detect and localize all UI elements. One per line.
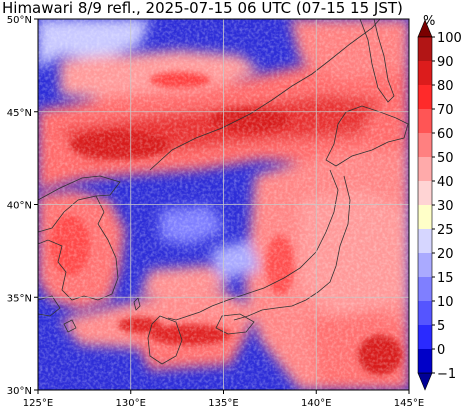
y-tick-label: 45°N bbox=[7, 108, 32, 119]
y-tick-label: 40°N bbox=[7, 201, 32, 212]
colorbar-tick-label: 50 bbox=[437, 151, 454, 166]
colorbar-segment bbox=[418, 61, 432, 85]
colorbar-segment bbox=[418, 157, 432, 181]
map-title: Himawari 8/9 refl., 2025-07-15 06 UTC (0… bbox=[2, 0, 403, 17]
colorbar-tick-label: 90 bbox=[437, 55, 454, 70]
colorbar-segment bbox=[418, 181, 432, 205]
colorbar-segment bbox=[418, 109, 432, 133]
x-tick-label: 140°E bbox=[301, 398, 331, 409]
y-tick-label: 30°N bbox=[7, 386, 32, 397]
coastlines bbox=[38, 19, 409, 365]
x-axis: 125°E 130°E 135°E 140°E 145°E bbox=[23, 390, 424, 409]
colorbar-tick-label: −1 bbox=[437, 367, 456, 382]
colorbar-segment bbox=[418, 229, 432, 253]
x-tick-label: 130°E bbox=[116, 398, 146, 409]
x-tick-label: 135°E bbox=[208, 398, 238, 409]
colorbar-tick-label: 40 bbox=[437, 175, 454, 190]
colorbar-tick-label: 80 bbox=[437, 79, 454, 94]
colorbar-tick-label: 70 bbox=[437, 103, 454, 118]
colorbar-segment bbox=[418, 301, 432, 325]
colorbar-tick-label: 25 bbox=[437, 223, 454, 238]
colorbar-segment bbox=[418, 37, 432, 61]
colorbar-tick-label: 20 bbox=[437, 247, 454, 262]
colorbar-segment bbox=[418, 205, 432, 229]
colorbar-segment bbox=[418, 85, 432, 109]
colorbar-tick-label: 0 bbox=[437, 343, 445, 358]
colorbar-segment bbox=[418, 349, 432, 373]
reflectance-field bbox=[38, 19, 409, 390]
colorbar-tick-label: 10 bbox=[437, 295, 454, 310]
y-tick-label: 50°N bbox=[7, 15, 32, 26]
x-tick-label: 125°E bbox=[23, 398, 53, 409]
colorbar-segment bbox=[418, 277, 432, 301]
colorbar-tick-label: 100 bbox=[437, 31, 462, 46]
x-tick-label: 145°E bbox=[394, 398, 424, 409]
colorbar-segment bbox=[418, 133, 432, 157]
colorbar-tick-label: 5 bbox=[437, 319, 445, 334]
y-axis: 50°N 45°N 40°N 35°N 30°N bbox=[7, 15, 38, 397]
colorbar-extend-bottom bbox=[417, 372, 433, 391]
colorbar-tick-label: 60 bbox=[437, 127, 454, 142]
y-tick-label: 35°N bbox=[7, 293, 32, 304]
lat-lon-grid bbox=[38, 19, 409, 390]
colorbar-segment bbox=[418, 253, 432, 277]
colorbar-tick-label: 15 bbox=[437, 271, 454, 286]
colorbar-segment bbox=[418, 325, 432, 349]
colorbar-tick-label: 30 bbox=[437, 199, 454, 214]
